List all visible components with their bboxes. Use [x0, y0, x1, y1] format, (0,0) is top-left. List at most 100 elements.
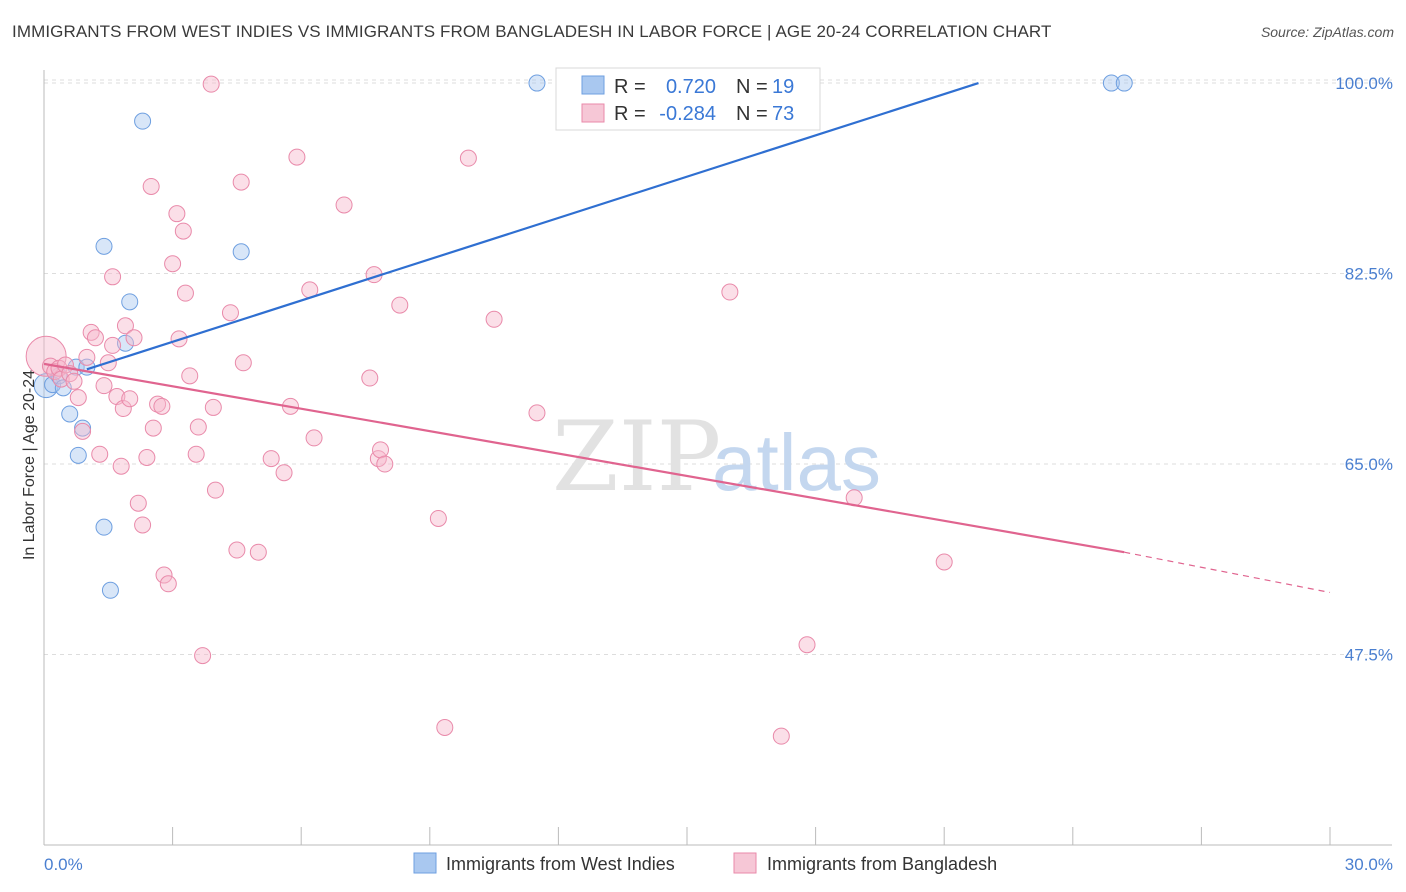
data-point: [116, 317, 134, 335]
data-point: [121, 293, 139, 311]
data-point: [721, 283, 739, 301]
data-point: [361, 369, 379, 387]
y-tick-label: 65.0%: [1345, 455, 1393, 474]
data-point: [134, 112, 152, 130]
data-point: [436, 718, 454, 736]
trend-lines: [43, 82, 1331, 594]
data-point: [142, 177, 160, 195]
data-point: [112, 457, 130, 475]
data-point: [52, 370, 70, 388]
y-tick-label: 100.0%: [1335, 74, 1393, 93]
y-tick-label: 82.5%: [1345, 265, 1393, 284]
data-point: [155, 566, 173, 584]
data-point: [61, 405, 79, 423]
data-point: [202, 75, 220, 93]
stats-r-label: R =: [614, 103, 646, 125]
data-point: [275, 464, 293, 482]
data-point: [125, 329, 143, 347]
data-point: [91, 445, 109, 463]
data-point: [104, 268, 122, 286]
stats-swatch-blue: [581, 75, 605, 95]
series-legend: Immigrants from West Indies Immigrants f…: [413, 852, 997, 874]
data-point: [189, 418, 207, 436]
data-point: [95, 237, 113, 255]
data-point: [429, 509, 447, 527]
data-point: [221, 304, 239, 322]
source-credit: Source: ZipAtlas.com: [1260, 24, 1394, 40]
data-point: [95, 518, 113, 536]
data-point: [262, 450, 280, 468]
watermark: ZIP atlas: [552, 401, 881, 513]
legend-label-bangladesh: Immigrants from Bangladesh: [767, 854, 997, 874]
stats-n-value: 73: [772, 103, 794, 125]
data-point: [95, 377, 113, 395]
data-point: [335, 196, 353, 214]
data-point: [459, 149, 477, 167]
data-point: [69, 389, 87, 407]
data-point: [174, 222, 192, 240]
data-point: [138, 449, 156, 466]
tick-labels: 100.0% 82.5% 65.0% 47.5% 0.0% 30.0%: [44, 74, 1393, 874]
series-bangladesh: [25, 75, 953, 745]
trend-line: [43, 362, 1125, 554]
data-point: [305, 429, 323, 447]
stats-swatch-pink: [581, 103, 605, 123]
data-point: [65, 372, 83, 390]
data-point: [228, 541, 246, 559]
stats-n-label: N =: [736, 76, 768, 98]
data-point: [168, 205, 186, 223]
axes: [43, 70, 1392, 846]
data-point: [44, 376, 62, 394]
data-point: [528, 404, 546, 422]
data-point: [153, 397, 171, 415]
data-point: [194, 647, 212, 665]
data-point: [772, 727, 790, 745]
series-west-indies: [33, 74, 1133, 599]
stats-n-value: 19: [772, 76, 794, 98]
chart-title: IMMIGRANTS FROM WEST INDIES VS IMMIGRANT…: [12, 22, 1052, 41]
data-point: [86, 329, 104, 347]
legend-swatch-bangladesh: [733, 852, 757, 874]
watermark-atlas: atlas: [712, 418, 881, 507]
data-point: [1102, 74, 1120, 92]
data-point: [376, 455, 394, 473]
data-point: [164, 255, 182, 273]
stats-n-label: N =: [736, 103, 768, 125]
data-point: [159, 575, 177, 593]
data-point: [181, 367, 199, 385]
data-point: [1115, 74, 1133, 92]
stats-r-value: 0.720: [666, 76, 716, 98]
data-point: [232, 243, 250, 261]
legend-swatch-west-indies: [413, 852, 437, 874]
stats-legend: R = 0.720 N = 19 R = -0.284 N = 73: [555, 67, 821, 131]
data-point: [176, 284, 194, 302]
y-tick-label: 47.5%: [1345, 646, 1393, 665]
data-point: [101, 581, 119, 599]
data-point: [74, 422, 92, 440]
x-tick-label: 30.0%: [1345, 855, 1393, 874]
data-point: [134, 516, 152, 534]
stats-r-label: R =: [614, 76, 646, 98]
data-point: [485, 310, 503, 328]
data-point: [104, 336, 122, 354]
data-point: [234, 354, 252, 372]
data-point: [121, 390, 139, 408]
data-point: [129, 494, 147, 512]
data-point: [935, 553, 953, 571]
data-point: [69, 446, 87, 464]
legend-label-west-indies: Immigrants from West Indies: [446, 854, 675, 874]
data-point: [288, 148, 306, 166]
data-point: [372, 441, 390, 459]
data-point: [249, 543, 267, 561]
data-point: [232, 173, 250, 191]
trend-line-extension: [1124, 551, 1331, 594]
stats-r-value: -0.284: [659, 103, 716, 125]
data-point: [798, 636, 816, 654]
data-point: [144, 419, 162, 437]
data-point: [391, 296, 409, 314]
data-point: [114, 400, 132, 418]
x-tick-label: 0.0%: [44, 855, 83, 874]
data-point: [528, 74, 546, 92]
data-point: [78, 348, 96, 366]
